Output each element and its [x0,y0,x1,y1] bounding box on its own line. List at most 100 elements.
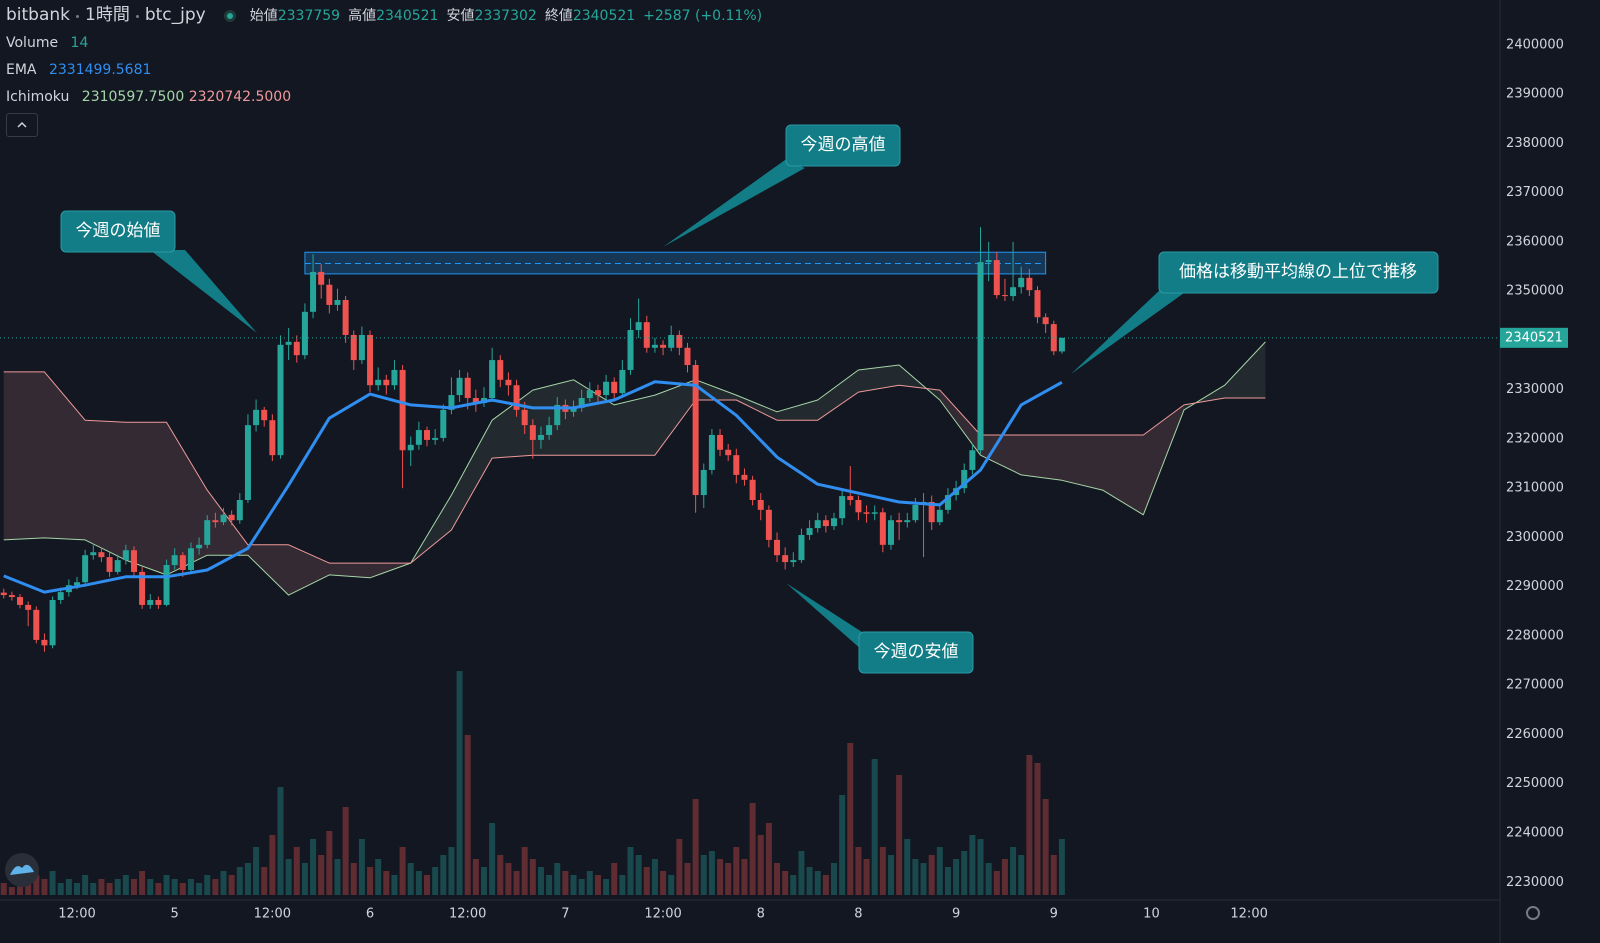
volume-bar [505,863,512,895]
cloud-segment [939,390,981,456]
volume-bar [1050,855,1057,895]
candle-body [432,437,439,440]
volume-bar [196,883,203,895]
candle-body [578,398,585,408]
candle-body [725,449,732,456]
candle-body [277,344,284,456]
callout-pointer [1071,288,1184,374]
candle-body [489,360,496,399]
candle-body [8,595,15,598]
last-price-badge [1500,327,1568,348]
cloud-segment [451,420,493,531]
gear-icon[interactable] [1526,906,1540,920]
callout: 価格は移動平均線の上位で推移 [1071,251,1439,374]
y-tick-label: 2310000 [1506,481,1564,496]
volume-bar [749,803,756,895]
volume-bar [17,879,24,895]
candle-body [391,369,398,386]
volume-bar [863,859,870,895]
candle-body [733,455,740,475]
volume-bar [684,863,691,895]
candle-body [74,582,81,586]
logo[interactable] [5,853,39,887]
volume-bar [130,879,137,895]
volume-bar [497,855,504,895]
volume-bar [407,863,414,895]
x-tick-label: 6 [366,907,374,922]
settings-button[interactable] [1526,906,1540,920]
volume-bar [822,875,829,895]
volume-bar [253,847,260,895]
volume-bar [904,839,911,895]
candle-body [928,501,935,523]
x-tick-label: 8 [757,907,765,922]
y-tick-label: 2270000 [1506,678,1564,693]
logo-icon [10,864,34,875]
candle-body [114,560,121,572]
volume-bar [383,871,390,895]
symbol[interactable]: btc_jpy [144,5,206,25]
candle-body [253,409,260,426]
callout-box [858,631,974,674]
volume-bar [570,875,577,895]
candle-body [375,379,382,386]
volume-bar [936,847,943,895]
indicator-name[interactable]: EMA [6,62,37,78]
cloud-segment [695,379,737,400]
candle-body [367,334,374,386]
volume-bar [82,875,89,895]
candle-body [448,395,455,410]
volume-bar [879,847,886,895]
volume-bar [74,883,81,895]
candle-body [944,495,951,510]
volume-bar [65,879,72,895]
volume-bar [269,835,276,895]
candle-body [383,379,390,386]
volume-bar [757,835,764,895]
interval[interactable]: 1時間 [85,5,130,25]
volume-bar [676,839,683,895]
candle-body [310,271,317,312]
indicator-name[interactable]: Ichimoku [6,89,70,105]
candle-body [318,271,325,285]
candle-body [700,469,707,496]
candle-body [301,311,308,356]
y-tick-label: 2330000 [1506,382,1564,397]
y-tick-label: 2230000 [1506,875,1564,890]
volume-bar [944,867,951,895]
candle-body [790,560,797,563]
volume-bar [399,847,406,895]
candle-body [521,409,528,426]
ohlc-label: 高値 [348,8,377,24]
candle-body [285,341,292,345]
candle-body [985,260,992,263]
volume-bar [928,855,935,895]
volume-bar [448,847,455,895]
legend: bitbank 1時間 btc_jpy 始値2337759 高値2340521 安値233… [6,2,762,137]
candle-body [603,381,610,396]
collapse-button[interactable] [6,113,38,137]
y-tick-label: 2350000 [1506,284,1564,299]
volume-bar [228,875,235,895]
candle-body [961,469,968,489]
indicator-name[interactable]: Volume [6,35,59,51]
volume-bar [782,871,789,895]
callout-box [60,210,176,253]
cloud-segment [3,371,45,540]
volume-bar [651,859,658,895]
volume-bar [855,847,862,895]
ohlc-value: 2340521 [376,8,439,24]
x-tick-label: 12:00 [58,907,95,922]
volume-bar [41,879,48,895]
volume-bar [643,867,650,895]
volume-bar [977,839,984,895]
volume-bar [603,879,610,895]
candle-body [912,504,919,521]
candle-body [98,552,105,558]
x-tick-label: 10 [1143,907,1160,922]
volume-bar [961,851,968,895]
volume-bar [586,871,593,895]
volume-bar [765,823,772,895]
indicator-value: 2320742.5000 [188,89,292,105]
y-tick-label: 2390000 [1506,87,1564,102]
